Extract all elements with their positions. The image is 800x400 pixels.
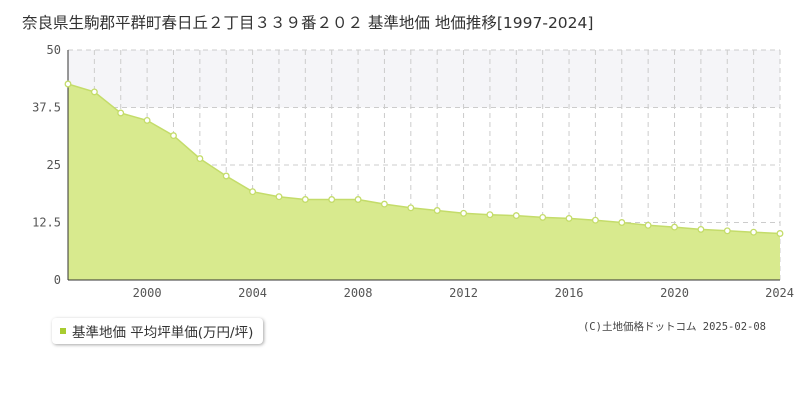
data-point — [723, 227, 731, 235]
x-tick-label: 2020 — [660, 286, 689, 300]
data-points — [64, 80, 784, 237]
y-tick-label: 0 — [54, 273, 61, 287]
data-point — [90, 88, 98, 96]
y-tick-label: 12.5 — [32, 216, 61, 230]
y-tick-label: 25 — [47, 158, 61, 172]
data-point — [671, 223, 678, 231]
data-point — [565, 214, 573, 222]
series-line — [67, 83, 781, 235]
data-point — [222, 172, 230, 180]
data-point — [776, 230, 784, 237]
axes — [67, 50, 780, 281]
data-point — [249, 188, 257, 196]
chart-title: 奈良県生駒郡平群町春日丘２丁目３３９番２０２ 基準地価 地価推移[1997-20… — [22, 14, 593, 32]
data-point — [618, 219, 626, 226]
data-point — [644, 221, 652, 229]
data-point — [275, 193, 283, 201]
y-tick-labels: 0 12.5 25 37.5 50 — [32, 43, 61, 287]
highlight-band — [68, 50, 780, 108]
legend-label: 基準地価 平均坪単価(万円/坪) — [72, 325, 254, 341]
data-point — [170, 132, 177, 140]
legend-swatch — [60, 328, 66, 334]
series-area — [68, 84, 780, 280]
data-point — [64, 80, 72, 88]
x-tick-label: 2012 — [449, 286, 478, 300]
x-tick-label: 2008 — [344, 286, 373, 300]
data-point — [591, 216, 599, 224]
x-tick-labels: 2000 2004 2008 2012 2016 2020 2024 — [133, 286, 794, 300]
x-tick-label: 2004 — [238, 286, 267, 300]
data-point — [354, 196, 362, 203]
data-point — [407, 204, 415, 212]
data-point — [143, 116, 151, 124]
data-point — [117, 109, 125, 117]
x-tick-label: 2024 — [765, 286, 794, 300]
y-tick-label: 37.5 — [32, 101, 61, 115]
x-tick-label: 2016 — [555, 286, 584, 300]
data-point — [196, 155, 204, 163]
data-point — [460, 209, 468, 217]
data-point — [433, 207, 441, 214]
data-point — [750, 228, 758, 236]
data-point — [328, 196, 336, 203]
data-point — [301, 196, 309, 203]
data-point — [512, 212, 520, 220]
x-tick-label: 2000 — [133, 286, 162, 300]
data-point — [380, 200, 388, 208]
legend: 基準地価 平均坪単価(万円/坪) — [52, 318, 264, 344]
data-point — [697, 225, 705, 233]
data-point — [539, 213, 547, 221]
credit-text: (C)土地価格ドットコム 2025-02-08 — [582, 321, 766, 333]
y-tick-label: 50 — [47, 43, 61, 57]
data-point — [486, 211, 494, 219]
